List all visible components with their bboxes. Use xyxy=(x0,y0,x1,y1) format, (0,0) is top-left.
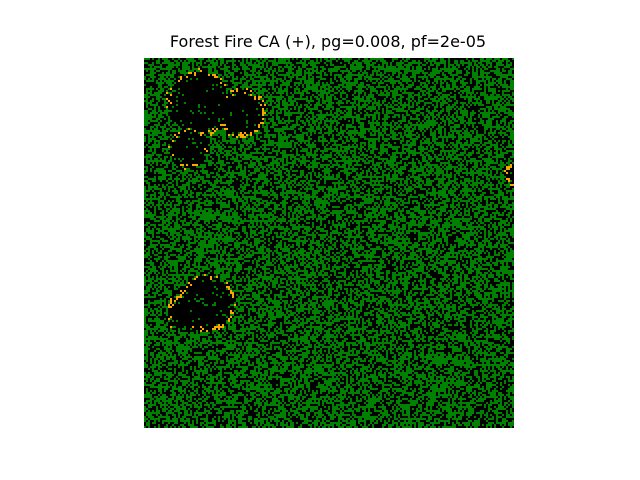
forest-grid-canvas xyxy=(144,58,514,428)
forest-grid xyxy=(144,58,514,428)
figure-title: Forest Fire CA (+), pg=0.008, pf=2e-05 xyxy=(169,32,487,51)
